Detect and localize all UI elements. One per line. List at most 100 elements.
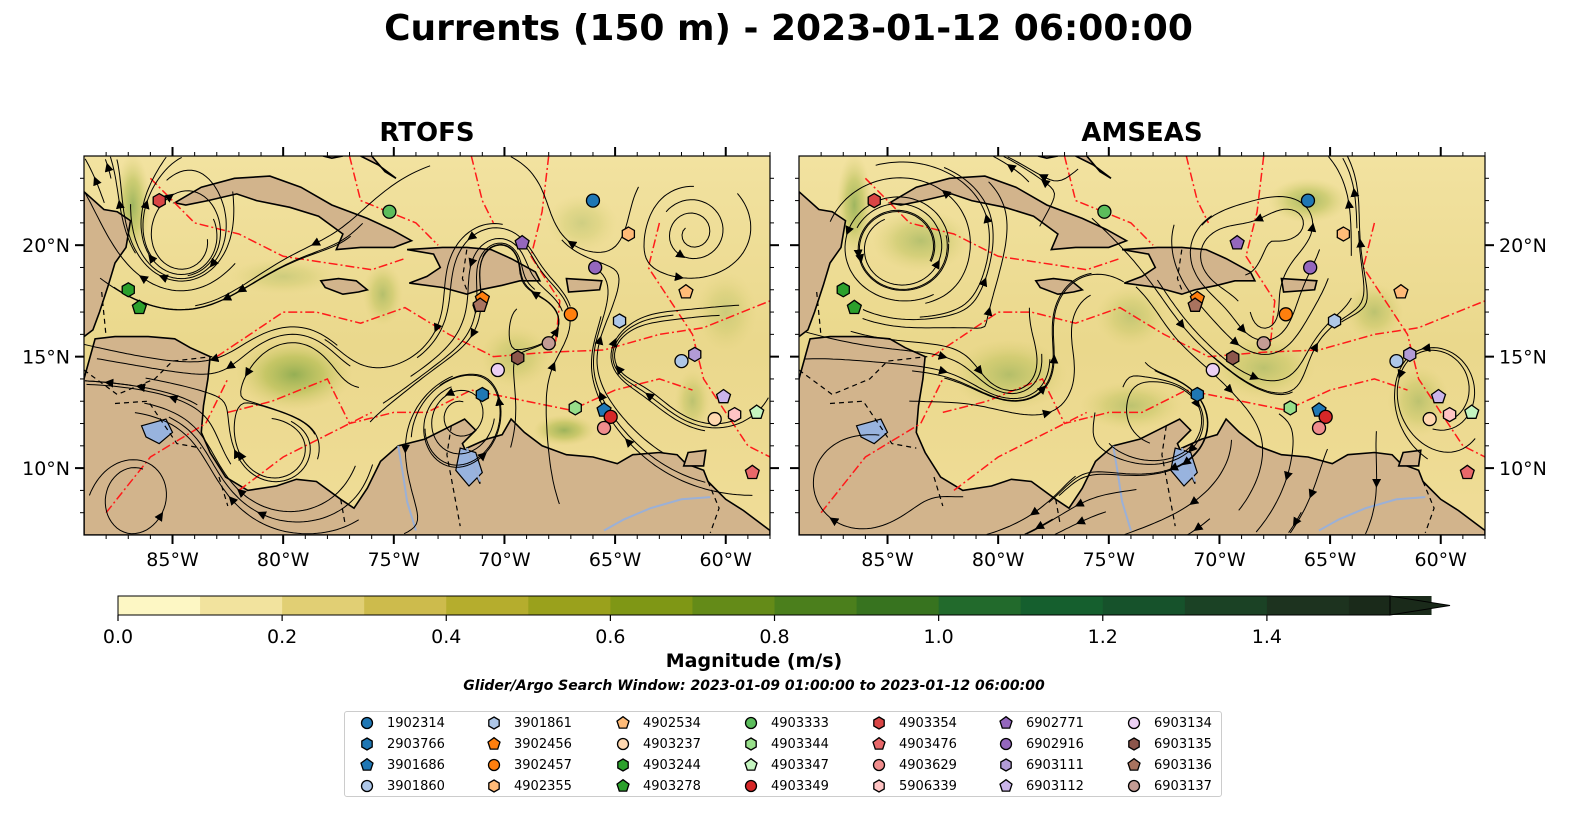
legend-item-4903629: 4903629 bbox=[871, 755, 957, 775]
legend-marker bbox=[361, 737, 373, 751]
x-tick-label: 70°W bbox=[1193, 549, 1246, 571]
streamline-arrow bbox=[624, 438, 635, 448]
river bbox=[1318, 496, 1426, 532]
streamline-arrow bbox=[477, 452, 487, 462]
legend-label: 4903349 bbox=[771, 778, 829, 794]
streamline-arrow bbox=[1309, 342, 1318, 353]
legend-marker-icon bbox=[999, 778, 1013, 792]
colorbar-tick-label: 0.2 bbox=[267, 626, 297, 648]
x-tick-label: 60°W bbox=[700, 549, 753, 571]
legend-item-3901686: 3901686 bbox=[359, 755, 445, 775]
streamline-arrow bbox=[1041, 409, 1052, 419]
legend-marker-icon bbox=[1127, 757, 1141, 771]
streamline-arrow bbox=[138, 275, 149, 285]
legend-marker bbox=[744, 779, 758, 793]
legend-label: 3902457 bbox=[514, 757, 572, 773]
float-marker-4903349 bbox=[603, 409, 618, 424]
eez-boundary bbox=[864, 177, 1121, 271]
streamline-arrow bbox=[1168, 462, 1179, 471]
legend-marker-icon bbox=[872, 758, 886, 772]
legend-marker bbox=[1000, 758, 1012, 772]
legend-marker-icon bbox=[360, 716, 374, 730]
streamline-arrow bbox=[1236, 323, 1246, 334]
land bbox=[1280, 277, 1318, 293]
colorbar-tick-label: 1.0 bbox=[924, 626, 954, 648]
float-marker-4903629 bbox=[1311, 420, 1327, 436]
float-marker-6903136 bbox=[1187, 297, 1203, 312]
legend-label: 1902314 bbox=[387, 715, 445, 731]
tick-marks bbox=[75, 147, 779, 544]
colorbar-segment bbox=[774, 596, 858, 615]
legend-item-3901860: 3901860 bbox=[359, 776, 445, 796]
legend-marker-icon bbox=[999, 715, 1013, 729]
legend-item-4903278: 4903278 bbox=[615, 776, 701, 796]
streamline-arrow bbox=[547, 361, 556, 372]
legend-marker bbox=[487, 758, 501, 772]
streamline-arrow bbox=[1188, 442, 1198, 453]
legend-item-5906339: 5906339 bbox=[871, 776, 957, 796]
colorbar-segment bbox=[118, 596, 201, 615]
legend-item-1902314: 1902314 bbox=[359, 713, 445, 733]
legend-marker bbox=[1127, 757, 1141, 771]
eez-boundary bbox=[931, 300, 1485, 358]
colorbar-segment bbox=[1020, 596, 1104, 615]
streamline-arrow bbox=[675, 249, 686, 258]
speed-hotspot bbox=[694, 271, 757, 353]
legend-marker-icon bbox=[999, 737, 1013, 751]
eez-boundary bbox=[820, 378, 944, 514]
legend-label: 5906339 bbox=[899, 778, 957, 794]
legend-item-6903136: 6903136 bbox=[1126, 755, 1212, 775]
streamline-arrow bbox=[234, 449, 243, 460]
eez-boundary bbox=[227, 377, 693, 425]
streamline-arrow bbox=[1350, 187, 1360, 198]
legend-marker-icon bbox=[617, 758, 629, 772]
legend-marker-icon bbox=[616, 715, 630, 729]
streamline-arrow bbox=[674, 272, 684, 282]
streamline-arrow bbox=[983, 306, 993, 317]
float-marker-6903135 bbox=[511, 350, 525, 366]
legend-item-6903134: 6903134 bbox=[1126, 713, 1212, 733]
streamline-arrow bbox=[829, 517, 840, 527]
colorbar-segment bbox=[938, 596, 1022, 615]
legend-label: 3901686 bbox=[387, 757, 445, 773]
float-marker-4902355 bbox=[621, 226, 636, 242]
legend-item-3902456: 3902456 bbox=[486, 734, 572, 754]
streamline-arrow bbox=[1074, 498, 1085, 507]
legend-marker-icon bbox=[616, 778, 630, 792]
speed-hotspot bbox=[236, 338, 352, 411]
streamline-arrow bbox=[445, 387, 456, 396]
legend-marker bbox=[488, 779, 500, 793]
legend-item-2903766: 2903766 bbox=[359, 734, 445, 754]
land bbox=[319, 277, 370, 296]
country-border bbox=[1161, 425, 1176, 527]
float-marker-4902534 bbox=[678, 283, 694, 299]
streamline-arrow bbox=[158, 274, 169, 283]
x-tick-label: 75°W bbox=[368, 549, 421, 571]
speed-hotspot bbox=[1095, 285, 1167, 348]
speed-hotspot bbox=[230, 258, 337, 295]
streamline-arrow bbox=[1006, 164, 1017, 173]
legend-label: 4903476 bbox=[899, 736, 957, 752]
eez-boundary bbox=[942, 377, 1408, 425]
x-tick-label: 65°W bbox=[589, 549, 642, 571]
land bbox=[84, 335, 770, 535]
colorbar-segment bbox=[446, 596, 529, 615]
legend-label: 3901860 bbox=[387, 778, 445, 794]
tick-marks bbox=[790, 147, 1494, 544]
streamline-arrow bbox=[598, 391, 608, 402]
legend-marker bbox=[360, 716, 374, 730]
legend-label: 6903136 bbox=[1154, 757, 1212, 773]
float-marker-4903354 bbox=[152, 192, 166, 209]
legend-label: 6903112 bbox=[1026, 778, 1084, 794]
streamline-arrow bbox=[209, 353, 220, 363]
country-border bbox=[1176, 249, 1183, 291]
country-border bbox=[816, 291, 822, 337]
legend-marker-icon bbox=[361, 737, 373, 751]
float-marker-6902771 bbox=[514, 234, 530, 250]
colorbar-segment bbox=[610, 596, 693, 615]
land bbox=[406, 246, 542, 296]
panel-title-amseas: AMSEAS bbox=[1081, 118, 1203, 148]
country-border bbox=[799, 356, 928, 396]
streamline-arrow bbox=[164, 193, 174, 203]
legend-label: 4903629 bbox=[899, 757, 957, 773]
